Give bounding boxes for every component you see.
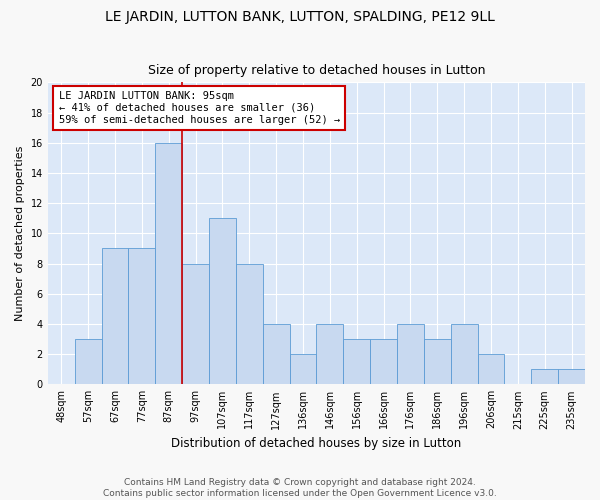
- Text: LE JARDIN, LUTTON BANK, LUTTON, SPALDING, PE12 9LL: LE JARDIN, LUTTON BANK, LUTTON, SPALDING…: [105, 10, 495, 24]
- Text: Contains HM Land Registry data © Crown copyright and database right 2024.
Contai: Contains HM Land Registry data © Crown c…: [103, 478, 497, 498]
- Title: Size of property relative to detached houses in Lutton: Size of property relative to detached ho…: [148, 64, 485, 77]
- X-axis label: Distribution of detached houses by size in Lutton: Distribution of detached houses by size …: [171, 437, 461, 450]
- Bar: [343, 339, 370, 384]
- Bar: [74, 339, 101, 384]
- Bar: [397, 324, 424, 384]
- Bar: [155, 142, 182, 384]
- Bar: [290, 354, 316, 384]
- Bar: [316, 324, 343, 384]
- Bar: [531, 369, 558, 384]
- Bar: [209, 218, 236, 384]
- Bar: [236, 264, 263, 384]
- Bar: [424, 339, 451, 384]
- Y-axis label: Number of detached properties: Number of detached properties: [15, 146, 25, 321]
- Bar: [128, 248, 155, 384]
- Text: LE JARDIN LUTTON BANK: 95sqm
← 41% of detached houses are smaller (36)
59% of se: LE JARDIN LUTTON BANK: 95sqm ← 41% of de…: [59, 92, 340, 124]
- Bar: [451, 324, 478, 384]
- Bar: [101, 248, 128, 384]
- Bar: [478, 354, 505, 384]
- Bar: [182, 264, 209, 384]
- Bar: [263, 324, 290, 384]
- Bar: [558, 369, 585, 384]
- Bar: [370, 339, 397, 384]
